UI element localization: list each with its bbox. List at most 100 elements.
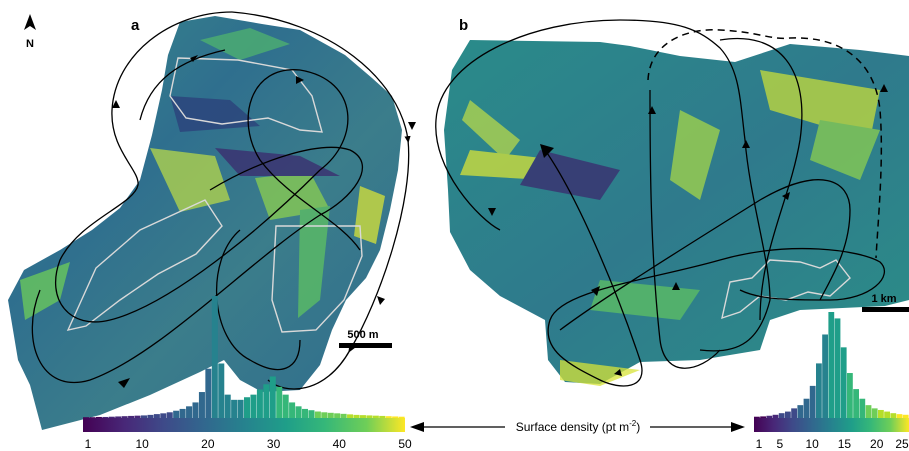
histogram-bar — [754, 416, 760, 418]
flight-track-b — [435, 19, 886, 387]
scalebar-b: 1 km — [862, 293, 909, 312]
histogram-bar — [128, 415, 135, 418]
histogram-bar — [301, 408, 308, 418]
histogram-bar — [816, 363, 822, 418]
histogram-bar — [224, 394, 231, 418]
colorbar-title: Surface density (pt m-2) — [516, 419, 641, 434]
map-b-highlights — [460, 70, 880, 386]
scalebar-a-label: 500 m — [347, 329, 378, 341]
histogram-bar — [785, 411, 791, 418]
histogram-bar — [95, 416, 102, 418]
arrow-right-icon — [731, 422, 745, 432]
scalebar-b-label: 1 km — [871, 293, 896, 305]
histogram-bar — [327, 412, 334, 418]
histogram-bar — [256, 389, 263, 418]
histogram-bar — [372, 415, 379, 418]
histogram-bar — [160, 413, 167, 418]
histogram-bar — [321, 412, 328, 418]
histogram-bar — [834, 318, 841, 418]
histogram-bar — [153, 414, 160, 418]
histogram-bar — [140, 415, 147, 418]
histogram-bar — [760, 416, 766, 418]
histogram-bar — [840, 347, 847, 418]
histogram-bar — [778, 413, 785, 418]
scalebar-a: 500 m — [339, 329, 392, 348]
histogram-bar — [822, 334, 828, 418]
flight-arrows-a — [112, 55, 416, 388]
histogram-bar — [896, 414, 903, 418]
histogram-bar — [809, 385, 816, 418]
panel-label-b: b — [459, 17, 468, 34]
histogram-bar — [884, 411, 890, 418]
histogram-bar — [211, 296, 218, 418]
histogram-bar — [231, 399, 238, 418]
histogram-bar — [205, 368, 212, 418]
colorbar-a-ticks: 1 10 20 30 40 50 — [85, 437, 412, 451]
colorbar-tick-label: 20 — [201, 437, 215, 451]
colorbar-tick-label: 5 — [776, 437, 783, 451]
colorbar-tick-label: 1 — [85, 437, 92, 451]
histogram-bar — [878, 409, 884, 418]
flight-track-b-dashed — [647, 29, 883, 259]
colorbar-tick-label: 25 — [895, 437, 909, 451]
flight-arrows-b — [488, 84, 888, 376]
histogram-bar — [347, 414, 354, 418]
histogram-bar — [269, 376, 276, 418]
histogram-bar — [766, 415, 773, 418]
histogram-bar — [108, 416, 115, 418]
panel-a: N a — [8, 11, 416, 430]
histogram-bar — [859, 398, 866, 418]
histogram-bar — [134, 415, 141, 418]
flight-track-a — [31, 11, 411, 390]
histogram-bar — [166, 412, 173, 418]
histogram-bar — [282, 394, 289, 418]
histogram-bar — [308, 410, 315, 418]
histogram-bar — [314, 411, 321, 418]
colorbar-tick-label: 40 — [333, 437, 347, 451]
histogram-bar — [173, 410, 180, 418]
histogram-bar — [289, 402, 296, 418]
histogram-bar — [115, 416, 122, 418]
north-arrow-icon — [24, 14, 36, 30]
histogram-bar — [186, 406, 193, 418]
histogram-bar — [192, 402, 199, 418]
histogram-bar — [366, 415, 373, 418]
histogram-bar — [295, 406, 302, 418]
colorbar-tick-label: 15 — [838, 437, 852, 451]
colorbar-tick-label: 20 — [870, 437, 884, 451]
arrow-left-icon — [410, 422, 424, 432]
histogram-bar — [237, 399, 244, 418]
histogram-bar — [385, 416, 392, 418]
histogram-bar — [147, 414, 154, 418]
histogram-bar — [244, 397, 251, 418]
histogram-bar — [871, 408, 878, 418]
histogram-bar — [218, 363, 225, 418]
colorbar-tick-label: 30 — [267, 437, 281, 451]
histogram-bar — [83, 417, 90, 418]
colorbar-tick-label: 10 — [805, 437, 819, 451]
colorbar-b-ticks: 1 5 10 15 20 25 — [756, 437, 909, 451]
histogram-bar — [250, 394, 257, 418]
colorbar-connector: Surface density (pt m-2) — [410, 419, 745, 434]
map-a-surface — [8, 16, 402, 430]
histogram-bar — [853, 389, 859, 418]
panel-b: b — [435, 17, 909, 387]
colorbar-b — [754, 418, 909, 432]
panel-label-a: a — [131, 17, 140, 34]
histogram-bar — [353, 414, 360, 418]
histogram-a — [83, 296, 405, 418]
histogram-bar — [89, 417, 96, 418]
colorbar-tick-label: 1 — [756, 437, 763, 451]
histogram-bar — [198, 392, 205, 418]
histogram-bar — [179, 408, 186, 418]
histogram-bar — [340, 413, 347, 418]
histogram-bar — [359, 415, 366, 418]
histogram-bar — [791, 408, 797, 418]
histogram-bar — [797, 405, 804, 418]
histogram-bar — [865, 405, 872, 418]
histogram-bar — [772, 414, 779, 418]
colorbar-tick-label: 50 — [398, 437, 412, 451]
north-label: N — [26, 38, 34, 50]
colorbar-tick-label: 10 — [135, 437, 149, 451]
histogram-bar — [828, 312, 835, 418]
